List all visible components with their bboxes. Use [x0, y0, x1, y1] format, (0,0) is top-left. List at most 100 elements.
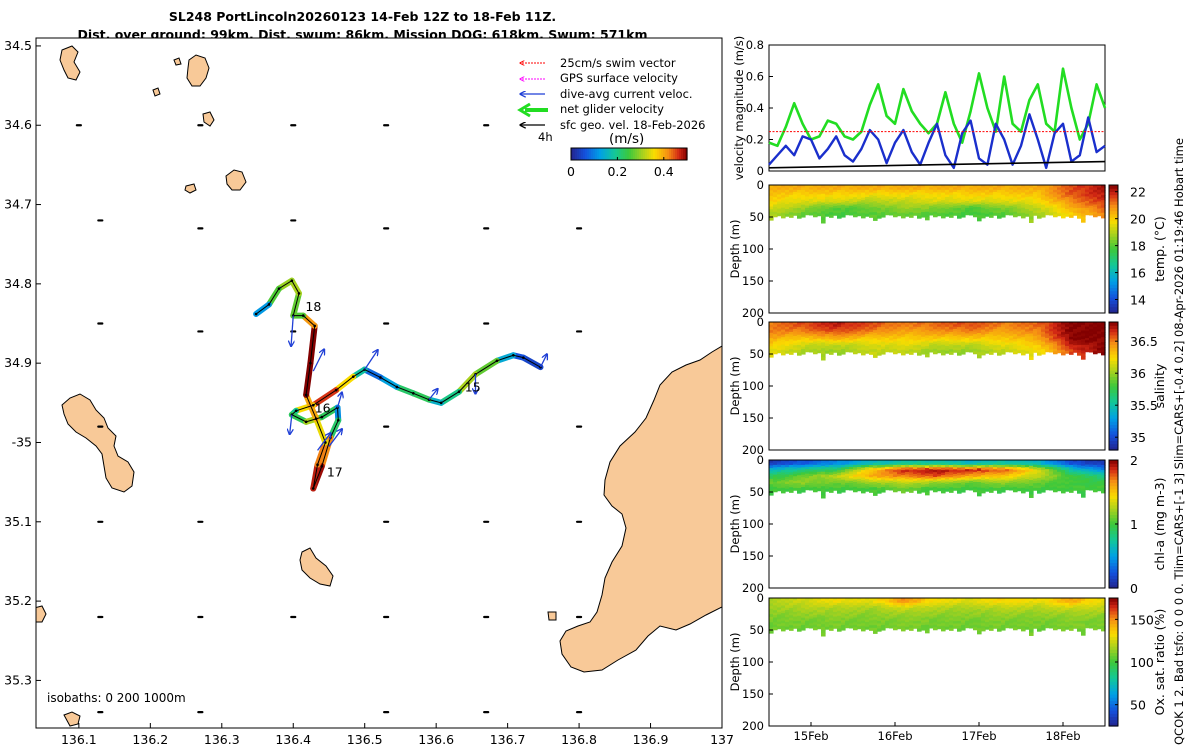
section-y-tick-label: 200: [742, 581, 764, 595]
section-cell: [1025, 211, 1030, 215]
section-cell: [913, 187, 918, 191]
section-cell: [909, 615, 914, 619]
colorbar-swatch: [595, 148, 598, 160]
section-cell: [1025, 476, 1030, 480]
section-cell: [1069, 477, 1074, 481]
section-cell: [937, 471, 942, 475]
section-cell: [821, 217, 826, 221]
section-cell: [965, 322, 970, 325]
section-cell: [809, 203, 814, 207]
section-cell: [977, 603, 982, 607]
section-cell: [1093, 341, 1098, 345]
section-cell: [841, 605, 846, 609]
section-cell: [1045, 198, 1050, 202]
section-colorbar-swatch: [1109, 511, 1118, 515]
section-cell: [937, 612, 942, 616]
section-cell: [929, 607, 934, 611]
section-cell: [781, 477, 786, 481]
section-colorbar-swatch: [1109, 382, 1118, 387]
section-cell: [797, 487, 802, 492]
section-cell: [941, 625, 946, 629]
section-colorbar-swatch: [1109, 678, 1118, 682]
section-cell: [1073, 196, 1078, 200]
section-cell: [957, 487, 962, 492]
section-cell: [1101, 324, 1106, 328]
section-cell: [1053, 331, 1058, 335]
section-cell: [1057, 607, 1062, 611]
section-cell: [913, 335, 918, 339]
section-cell: [993, 194, 998, 198]
section-colorbar-swatch: [1109, 652, 1118, 657]
section-cell: [981, 485, 986, 489]
section-cell: [861, 598, 866, 602]
section-colorbar-swatch: [1109, 694, 1118, 698]
section-cell: [1049, 205, 1054, 209]
section-cell: [1093, 610, 1098, 614]
section-colorbar-swatch: [1109, 191, 1118, 196]
section-cell: [1053, 206, 1058, 210]
island-north-2: [59, 45, 81, 81]
section-cell: [981, 613, 986, 617]
section-cell: [1069, 189, 1074, 194]
section-cell: [853, 189, 858, 193]
section-cell: [833, 625, 838, 629]
section-cell: [937, 623, 942, 627]
section-cell: [945, 607, 950, 611]
section-cell: [993, 203, 998, 207]
section-cell: [837, 347, 842, 351]
section-colorbar-tick-label: 22: [1130, 185, 1146, 200]
section-cell: [885, 340, 890, 344]
section-cell: [853, 343, 858, 347]
section-cell: [949, 615, 954, 619]
section-cell: [997, 344, 1002, 349]
section-cell: [1021, 613, 1026, 617]
section-cell: [893, 474, 898, 478]
section-cell: [1065, 345, 1070, 349]
section-cell: [941, 327, 946, 331]
section-colorbar-swatch: [1109, 217, 1118, 221]
islet-d: [173, 57, 182, 66]
section-cell: [1013, 610, 1018, 614]
section-cell: [901, 324, 906, 328]
section-cell: [997, 615, 1002, 619]
section-cell: [1057, 326, 1062, 330]
section-cell: [953, 625, 958, 629]
section-cell: [889, 210, 894, 214]
section-cell: [821, 624, 826, 628]
section-cell: [861, 200, 866, 204]
section-cell: [1065, 479, 1070, 483]
section-cell: [1049, 191, 1054, 195]
section-cell: [1049, 473, 1054, 477]
section-cell: [945, 329, 950, 333]
section-cell: [801, 469, 806, 473]
section-cell: [1081, 344, 1086, 349]
section-cell: [1009, 340, 1014, 344]
section-cell: [985, 488, 990, 492]
section-cell: [821, 327, 826, 332]
section-cell: [861, 349, 866, 353]
section-cell: [1089, 331, 1094, 335]
section-cell: [1037, 329, 1042, 333]
section-cell: [769, 468, 774, 472]
section-cell: [813, 486, 818, 490]
section-cell: [833, 338, 838, 342]
section-cell: [993, 189, 998, 193]
track-point: [311, 487, 315, 490]
section-cell: [933, 474, 938, 478]
section-cell: [909, 605, 914, 609]
section-cell: [817, 460, 822, 463]
section-cell: [917, 205, 922, 209]
section-cell: [1089, 210, 1094, 214]
section-cell: [885, 611, 890, 615]
section-cell: [941, 210, 946, 214]
section-cell: [1041, 625, 1046, 629]
section-colorbar-frame: [1108, 321, 1119, 451]
section-cell: [789, 600, 794, 604]
section-cell: [1101, 215, 1106, 219]
section-cell: [849, 611, 854, 615]
section-cell: [1041, 464, 1046, 468]
section-cell: [857, 210, 862, 214]
section-cell: [1069, 610, 1074, 614]
section-cell: [965, 342, 970, 346]
map-x-tick-label: 136.9: [633, 732, 669, 747]
